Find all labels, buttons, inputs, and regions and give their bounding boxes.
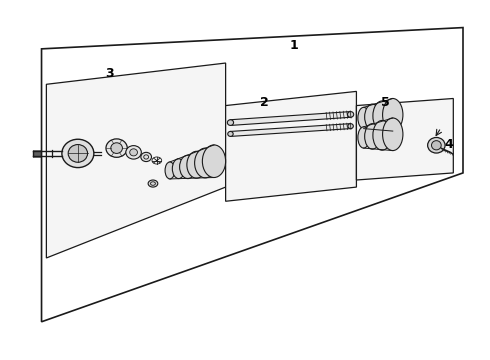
Text: 3: 3 <box>105 67 114 80</box>
Ellipse shape <box>227 120 234 125</box>
Text: 4: 4 <box>444 138 453 151</box>
Ellipse shape <box>165 162 175 179</box>
Polygon shape <box>356 99 453 180</box>
Ellipse shape <box>373 101 392 131</box>
Ellipse shape <box>68 145 88 162</box>
Ellipse shape <box>358 107 369 129</box>
Ellipse shape <box>365 123 380 149</box>
Ellipse shape <box>106 139 127 157</box>
Ellipse shape <box>432 141 441 150</box>
Ellipse shape <box>202 145 225 177</box>
Ellipse shape <box>347 112 354 117</box>
Ellipse shape <box>228 131 233 136</box>
Ellipse shape <box>195 148 216 178</box>
Ellipse shape <box>383 118 403 150</box>
Ellipse shape <box>365 104 380 130</box>
Ellipse shape <box>348 123 353 129</box>
Ellipse shape <box>62 139 94 168</box>
Ellipse shape <box>111 143 122 153</box>
Text: 2: 2 <box>260 95 269 108</box>
Ellipse shape <box>187 151 206 178</box>
Ellipse shape <box>141 152 151 162</box>
Ellipse shape <box>126 145 141 159</box>
Polygon shape <box>47 63 225 258</box>
Polygon shape <box>225 91 356 201</box>
Ellipse shape <box>358 127 369 148</box>
Ellipse shape <box>172 159 185 179</box>
Ellipse shape <box>130 149 138 156</box>
Text: 5: 5 <box>381 95 390 108</box>
Ellipse shape <box>148 180 158 187</box>
Polygon shape <box>230 112 351 125</box>
Polygon shape <box>230 123 351 136</box>
Text: 1: 1 <box>289 39 298 52</box>
Ellipse shape <box>180 155 196 179</box>
Ellipse shape <box>383 99 403 131</box>
Ellipse shape <box>373 121 392 150</box>
Ellipse shape <box>428 138 445 153</box>
